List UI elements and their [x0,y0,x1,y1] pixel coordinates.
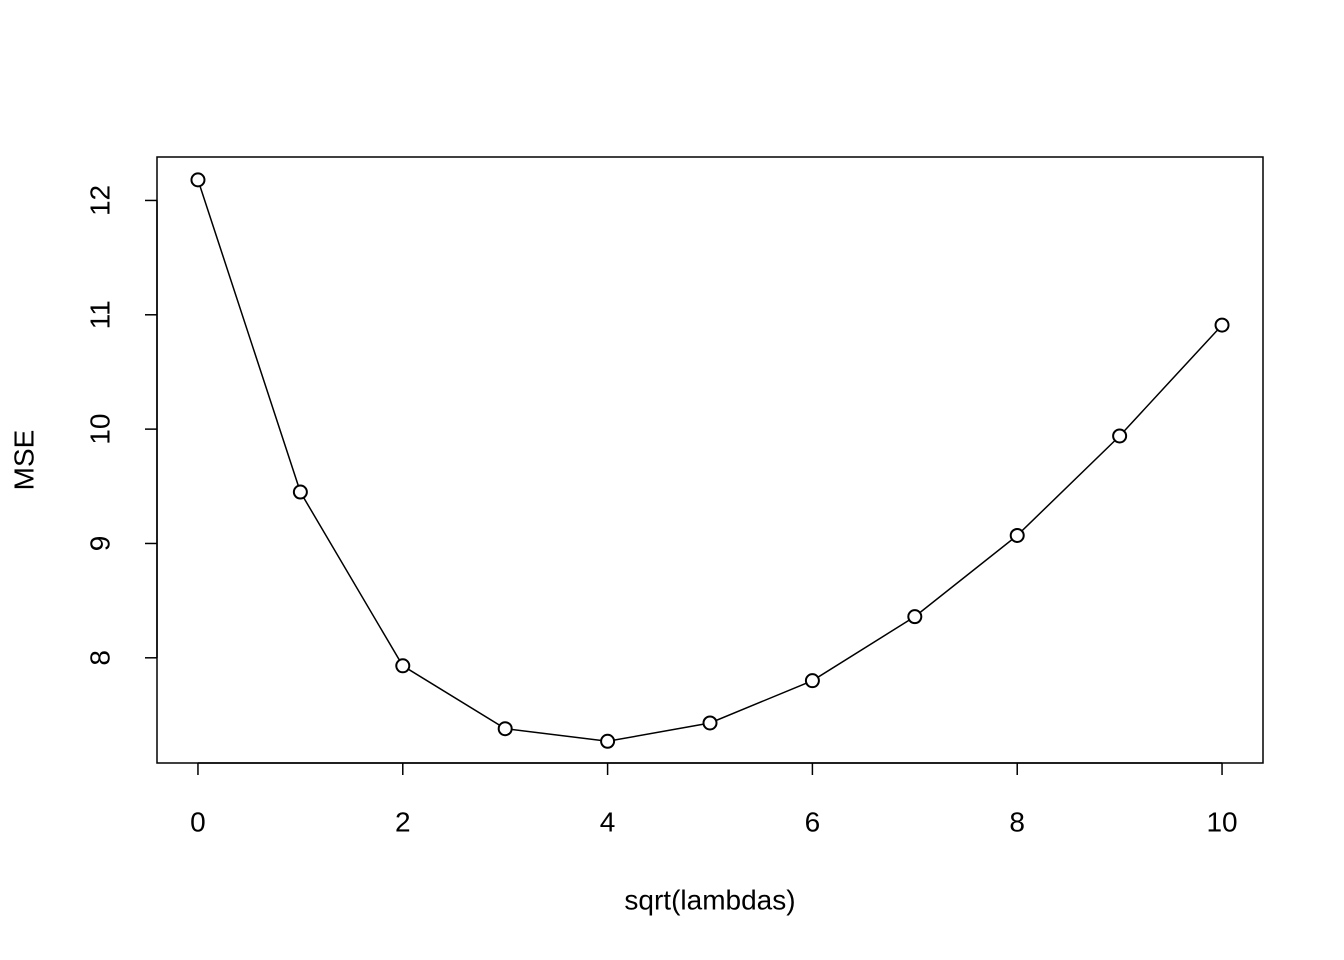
y-axis-title: MSE [8,430,39,491]
x-tick-label: 10 [1206,806,1237,837]
x-tick-label: 6 [805,806,821,837]
data-point [1214,317,1230,333]
data-point [292,484,308,500]
x-axis-title: sqrt(lambdas) [624,884,795,915]
data-point [804,673,820,689]
data-point [190,172,206,188]
data-point [1009,527,1025,543]
data-point [907,609,923,625]
data-point [702,715,718,731]
series-line [197,179,1223,743]
x-tick-label: 4 [600,806,616,837]
data-point [395,658,411,674]
y-tick-label: 12 [84,185,115,216]
y-tick-label: 11 [84,300,115,329]
x-tick-label: 0 [190,806,206,837]
plot-frame [156,156,1264,764]
y-tick-label: 9 [84,536,115,552]
y-tick-label: 8 [84,650,115,666]
y-tick-label: 10 [84,414,115,445]
data-point [1112,428,1128,444]
data-point [600,733,616,749]
x-tick-label: 8 [1009,806,1025,837]
data-point [497,721,513,737]
x-tick-label: 2 [395,806,411,837]
